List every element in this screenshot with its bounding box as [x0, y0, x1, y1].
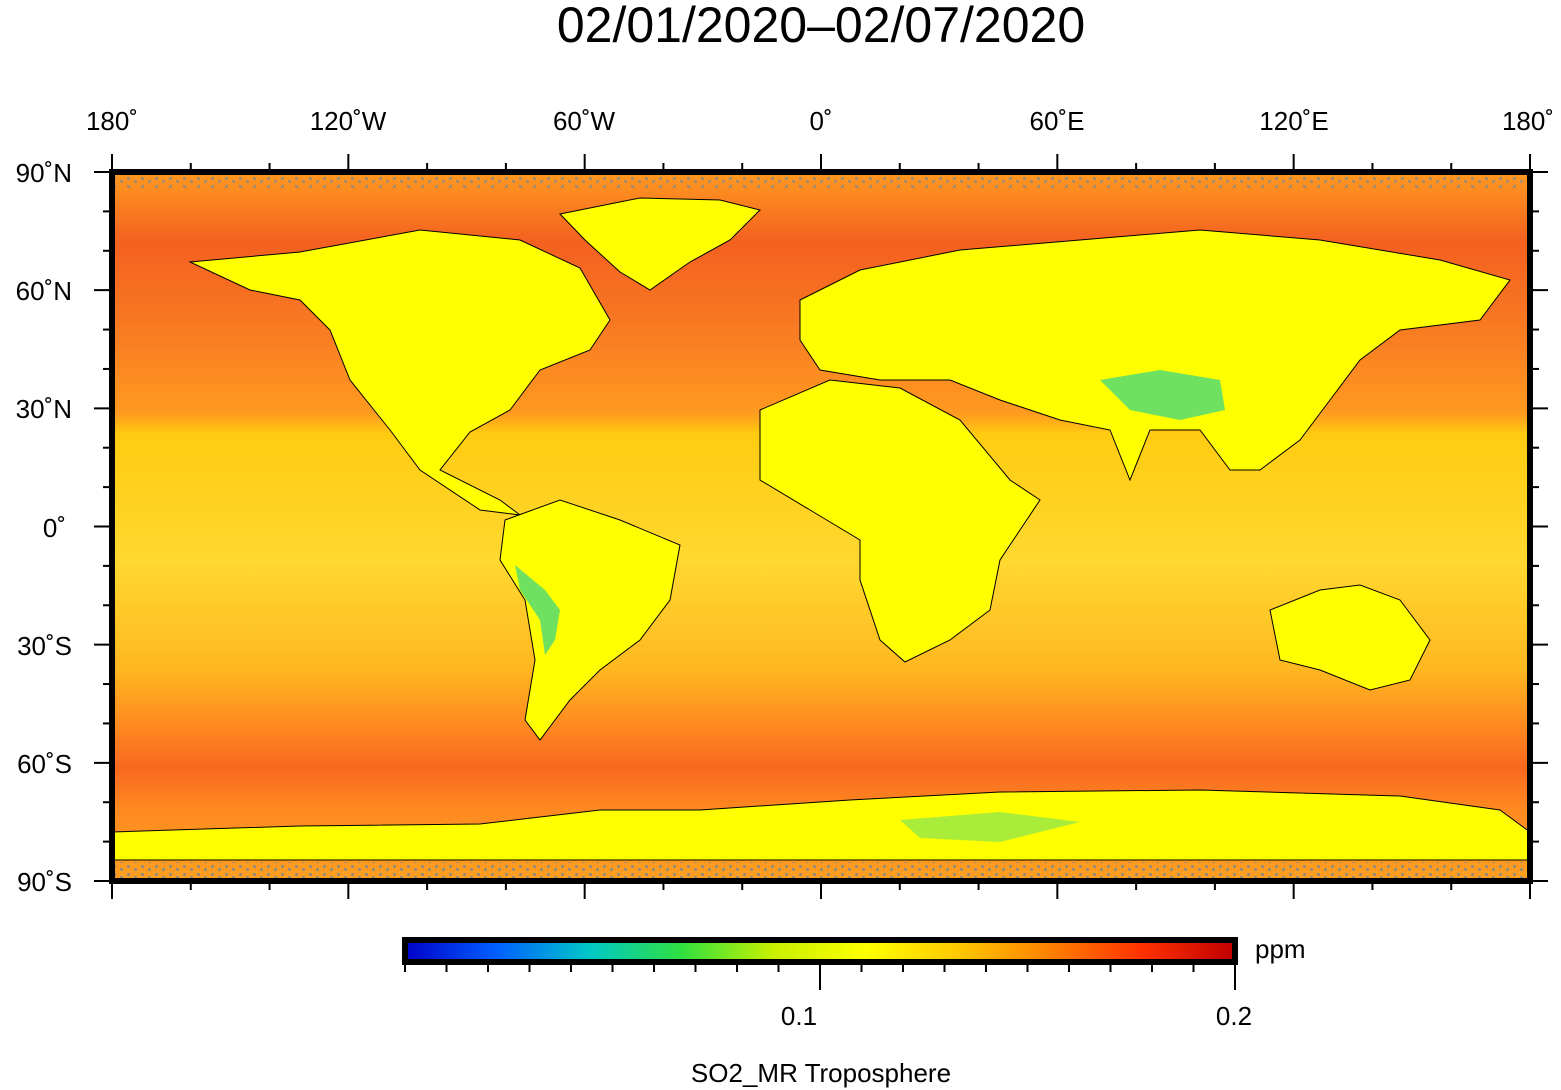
highland-east-antarctica: [900, 812, 1080, 842]
land-eurasia: [799, 229, 1511, 482]
lon-label: 0˚: [809, 106, 832, 136]
highland-regions: [515, 370, 1225, 842]
lon-label: 180˚: [86, 106, 138, 136]
lat-label: 30˚S: [17, 631, 72, 661]
land-australia: [1269, 584, 1431, 691]
lon-label: 180˚: [1502, 106, 1554, 136]
colorbar-tick-label: 0.2: [1216, 1001, 1252, 1031]
lon-label: 120˚W: [310, 106, 387, 136]
land-north-america: [188, 229, 611, 516]
lat-label: 0˚: [43, 513, 66, 543]
land-africa: [759, 379, 1041, 663]
longitude-labels: 180˚ 120˚W 60˚W 0˚ 60˚E 120˚E 180˚: [86, 106, 1554, 136]
land-masses: [111, 197, 1531, 861]
colorbar-tick-label: 0.1: [781, 1001, 817, 1031]
map-panel: 180˚ 120˚W 60˚W 0˚ 60˚E 120˚E 180˚ 90˚N …: [16, 106, 1554, 899]
colorbar-unit: ppm: [1255, 934, 1306, 964]
missing-data-north: [112, 174, 1530, 188]
lat-label: 60˚S: [17, 749, 72, 779]
land-south-america: [499, 499, 681, 741]
colorbar-ticks: [404, 962, 1236, 990]
lon-label: 120˚E: [1259, 106, 1328, 136]
lat-label: 90˚S: [17, 867, 72, 897]
axis-ticks: [94, 154, 1548, 899]
missing-data-south: [112, 862, 1530, 880]
latitude-labels: 90˚N 60˚N 30˚N 0˚ 30˚S 60˚S 90˚S: [16, 158, 72, 897]
lat-label: 90˚N: [16, 158, 72, 188]
lon-label: 60˚W: [553, 106, 616, 136]
lat-label: 30˚N: [16, 394, 72, 424]
lat-label: 60˚N: [16, 276, 72, 306]
colorbar-gradient: [402, 937, 1238, 965]
map-title: 02/01/2020–02/07/2020: [557, 0, 1085, 53]
land-greenland: [559, 197, 761, 291]
colorbar-variable-label: SO2_MR Troposphere: [691, 1058, 951, 1088]
highland-andes: [515, 565, 560, 655]
colorbar: ppm 0.1 0.2 SO2_MR Troposphere: [402, 934, 1306, 1088]
lon-label: 60˚E: [1030, 106, 1085, 136]
highland-tibet: [1100, 370, 1225, 420]
